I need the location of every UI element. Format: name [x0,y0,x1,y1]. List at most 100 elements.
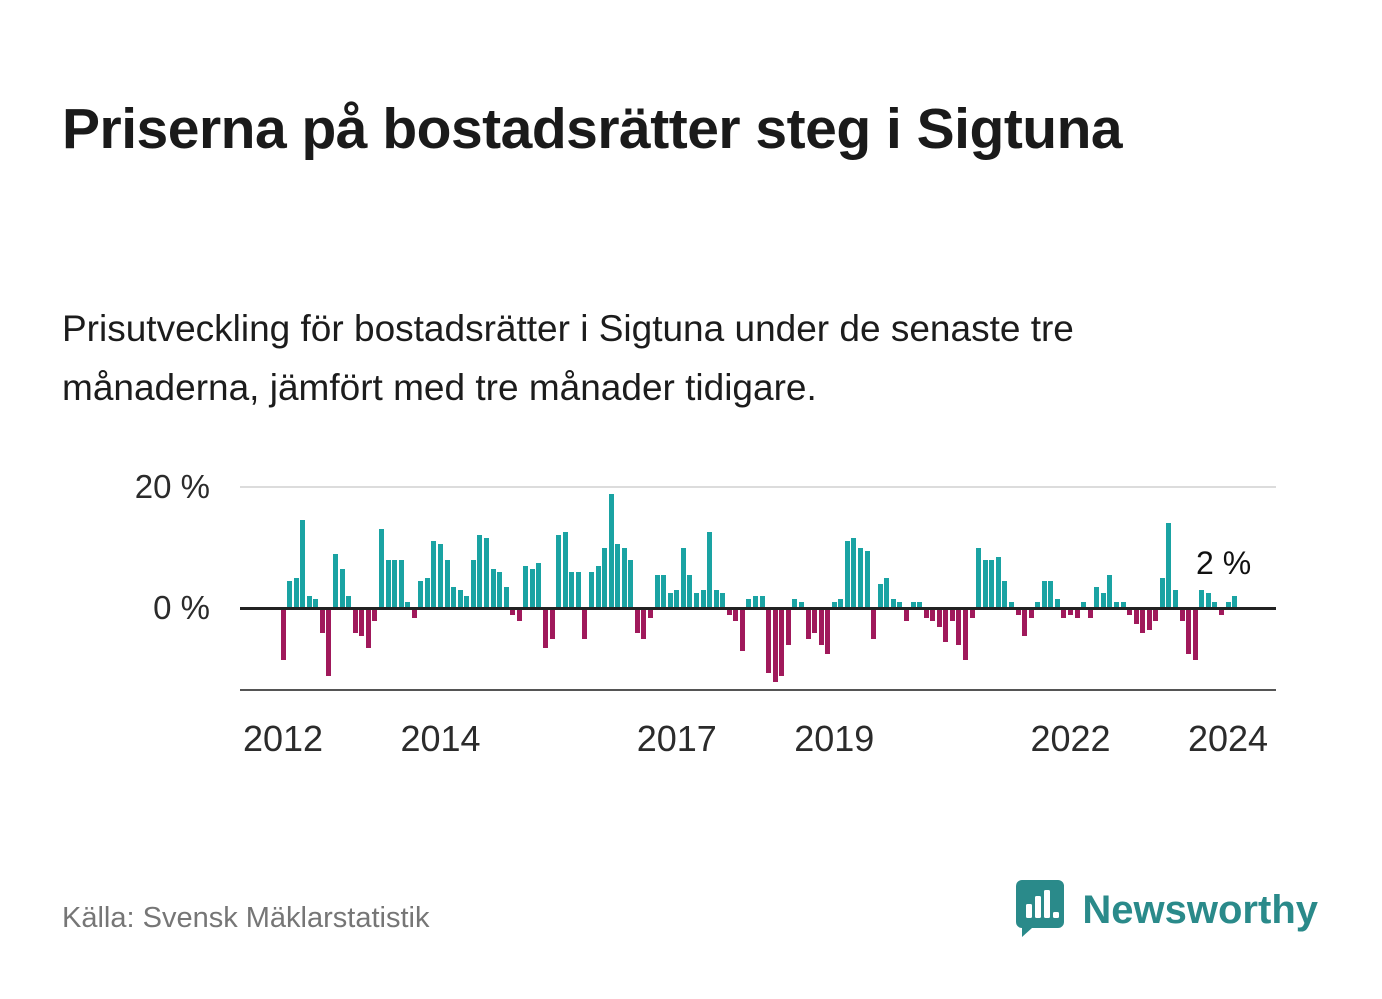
bar-negative [1022,609,1028,637]
bar-negative [726,609,732,616]
bar-positive [628,559,634,608]
bar-negative [923,609,929,619]
bar-positive [1166,523,1172,608]
bar-positive [1002,580,1008,608]
bar-negative [871,609,877,640]
bar-positive [464,595,470,608]
bar-negative [1218,609,1224,616]
bar-positive [378,529,384,608]
bar-positive [503,586,509,608]
bar-positive [621,547,627,608]
plot-area [240,450,1280,710]
bar-positive [529,568,535,608]
source-attribution: Källa: Svensk Mäklarstatistik [62,902,430,934]
bar-negative [543,609,548,649]
bar-negative [1186,609,1192,655]
bar-positive [569,571,575,608]
x-axis: 2012 2014 2017 2019 2022 2024 [0,718,1382,768]
bar-positive [1205,592,1211,608]
chart-subtitle: Prisutveckling för bostadsrätter i Sigtu… [62,308,1074,409]
bar-positive [523,565,529,608]
bar-negative [1061,609,1067,619]
bar-positive [497,571,503,608]
bar-negative [319,609,325,634]
bar-positive [483,538,489,608]
bar-negative [582,609,588,640]
bar-negative [785,609,791,646]
bar-positive [477,535,483,608]
bar-positive [405,601,411,608]
bar-negative [818,609,824,646]
chart-title: Priserna på bostadsrätter steg i Sigtuna [62,97,1123,162]
bar-positive [1113,601,1119,608]
bar-positive [457,589,463,608]
bar-negative [812,609,818,634]
bar-positive [798,601,804,608]
bar-positive [667,592,673,608]
bar-positive [844,541,850,608]
bar-negative [411,609,417,619]
bar-positive [759,595,765,608]
bar-positive [339,568,345,608]
bar-positive [995,556,1001,608]
bar-positive [1232,595,1238,608]
bar-positive [431,541,437,608]
bar-negative [779,609,785,676]
last-value-annotation: 2 % [1196,545,1252,581]
bar-positive [602,547,608,608]
bar-negative [365,609,371,649]
bar-positive [1225,601,1231,608]
bar-positive [392,559,398,608]
bar-negative [549,609,555,640]
bar-negative [903,609,909,622]
bar-negative [516,609,522,622]
bar-positive [490,568,496,608]
bar-positive [989,559,995,608]
bar-positive [608,494,614,608]
bar-negative [956,609,962,646]
bar-negative [825,609,831,655]
bar-negative [1068,609,1073,616]
bar-negative [930,609,936,622]
bar-negative [648,609,653,619]
bar-positive [444,559,450,608]
bar-negative [766,609,772,673]
bar-positive [687,574,693,608]
bar-positive [333,553,338,608]
bar-positive [693,592,699,608]
bar-negative [1087,609,1093,619]
bar-positive [1054,598,1060,608]
bar-positive [438,544,443,608]
bar-negative [936,609,942,628]
bar-positive [575,571,581,608]
bar-negative [1028,609,1034,619]
bar-negative [510,609,516,616]
bar-negative [943,609,949,643]
bar-positive [398,559,404,608]
newsworthy-wordmark: Newsworthy [1082,888,1318,932]
bar-positive [1041,580,1047,608]
x-axis-tick-label: 2014 [400,718,481,759]
x-axis-tick-label: 2022 [1030,718,1111,759]
bar-positive [890,598,896,608]
bar-negative [805,609,811,640]
newsworthy-logo-icon [1014,878,1066,943]
bar-negative [963,609,968,661]
bar-positive [720,592,726,608]
bar-positive [1008,601,1014,608]
bar-positive [674,589,680,608]
bar-positive [1100,592,1106,608]
bar-positive [917,601,923,608]
bar-positive [713,589,719,608]
bar-negative [372,609,378,622]
bar-positive [1035,601,1041,608]
bar-negative [733,609,739,622]
bar-positive [982,559,988,608]
bar-positive [1120,601,1126,608]
gridline-20pct [240,486,1276,488]
y-axis-label-0: 0 % [153,589,210,626]
bar-negative [1127,609,1133,616]
bar-positive [851,538,857,608]
y-axis-label-20: 20 % [134,468,210,505]
